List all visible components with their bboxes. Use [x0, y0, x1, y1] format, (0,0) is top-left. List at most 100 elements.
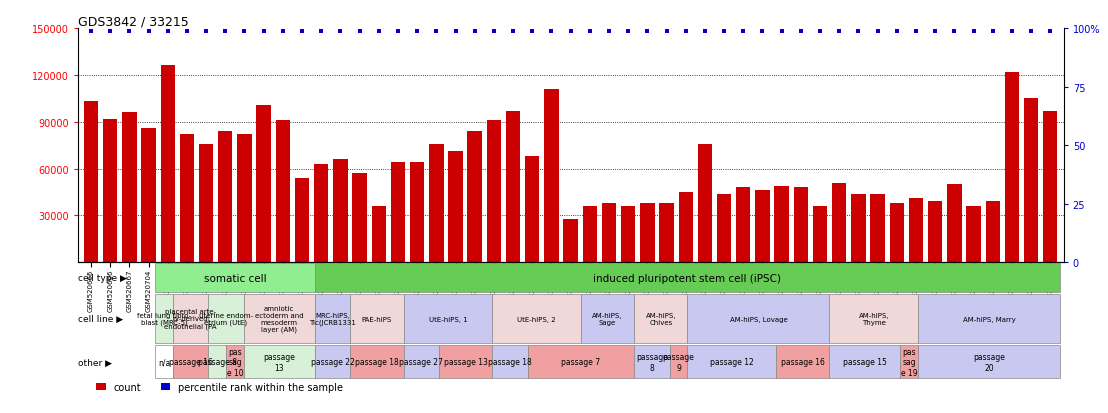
- FancyBboxPatch shape: [527, 346, 634, 379]
- Bar: [813, 206, 828, 263]
- Bar: [564, 219, 577, 263]
- Bar: [486, 121, 501, 263]
- Text: passage
8: passage 8: [636, 352, 668, 372]
- Text: uterine endom-
etrium (UtE): uterine endom- etrium (UtE): [199, 312, 253, 325]
- Text: n/a: n/a: [157, 358, 170, 366]
- Bar: [410, 163, 424, 263]
- FancyBboxPatch shape: [492, 294, 581, 343]
- Bar: [966, 206, 981, 263]
- Bar: [583, 206, 597, 263]
- Text: passage 18: passage 18: [489, 358, 532, 366]
- Bar: [678, 192, 692, 263]
- Text: cell type ▶: cell type ▶: [78, 273, 126, 282]
- FancyBboxPatch shape: [226, 346, 244, 379]
- Text: passage
9: passage 9: [663, 352, 695, 372]
- Text: passage 16: passage 16: [781, 358, 824, 366]
- Bar: [468, 132, 482, 263]
- Bar: [985, 202, 999, 263]
- Text: fetal lung fibro-
blast (MRC-5): fetal lung fibro- blast (MRC-5): [137, 312, 191, 325]
- Bar: [352, 174, 367, 263]
- FancyBboxPatch shape: [403, 346, 439, 379]
- FancyBboxPatch shape: [155, 263, 315, 292]
- Text: PAE-hiPS: PAE-hiPS: [362, 316, 392, 322]
- Text: passage 7: passage 7: [562, 358, 601, 366]
- FancyBboxPatch shape: [830, 294, 919, 343]
- Bar: [334, 160, 348, 263]
- Text: passage 16: passage 16: [168, 358, 213, 366]
- Bar: [179, 135, 194, 263]
- Bar: [1043, 112, 1057, 263]
- Text: passage
20: passage 20: [973, 352, 1005, 372]
- FancyBboxPatch shape: [155, 346, 173, 379]
- FancyBboxPatch shape: [687, 294, 830, 343]
- Bar: [793, 188, 808, 263]
- Bar: [84, 102, 99, 263]
- Text: pas
sag
e 10: pas sag e 10: [227, 347, 244, 377]
- Text: passage
13: passage 13: [264, 352, 295, 372]
- Bar: [314, 164, 328, 263]
- Bar: [161, 66, 175, 263]
- FancyBboxPatch shape: [919, 294, 1060, 343]
- Bar: [429, 144, 443, 263]
- Bar: [276, 121, 290, 263]
- FancyBboxPatch shape: [634, 346, 669, 379]
- Bar: [698, 144, 712, 263]
- Text: GDS3842 / 33215: GDS3842 / 33215: [78, 16, 188, 29]
- Bar: [371, 206, 386, 263]
- FancyBboxPatch shape: [492, 346, 527, 379]
- Text: UtE-hiPS, 2: UtE-hiPS, 2: [517, 316, 556, 322]
- Text: AM-hiPS,
Chives: AM-hiPS, Chives: [646, 312, 676, 325]
- Bar: [659, 204, 674, 263]
- FancyBboxPatch shape: [155, 294, 173, 343]
- Bar: [525, 157, 540, 263]
- FancyBboxPatch shape: [634, 294, 687, 343]
- Text: passage 8: passage 8: [197, 358, 237, 366]
- FancyBboxPatch shape: [208, 294, 244, 343]
- FancyBboxPatch shape: [208, 346, 226, 379]
- FancyBboxPatch shape: [777, 346, 830, 379]
- Bar: [909, 199, 923, 263]
- Bar: [391, 163, 406, 263]
- FancyBboxPatch shape: [919, 346, 1060, 379]
- Legend: count, percentile rank within the sample: count, percentile rank within the sample: [92, 378, 347, 396]
- Bar: [736, 188, 750, 263]
- Bar: [256, 105, 270, 263]
- Bar: [756, 191, 770, 263]
- FancyBboxPatch shape: [669, 346, 687, 379]
- FancyBboxPatch shape: [315, 346, 350, 379]
- Text: UtE-hiPS, 1: UtE-hiPS, 1: [429, 316, 468, 322]
- Text: placental arte-
ry-derived
endothelial (PA: placental arte- ry-derived endothelial (…: [164, 309, 217, 329]
- Text: cell line ▶: cell line ▶: [78, 314, 123, 323]
- Bar: [832, 183, 847, 263]
- FancyBboxPatch shape: [901, 346, 919, 379]
- Bar: [871, 194, 885, 263]
- Bar: [506, 112, 521, 263]
- Text: other ▶: other ▶: [78, 358, 112, 366]
- Text: AM-hiPS,
Sage: AM-hiPS, Sage: [593, 312, 623, 325]
- FancyBboxPatch shape: [173, 346, 208, 379]
- Bar: [602, 204, 616, 263]
- FancyBboxPatch shape: [581, 294, 634, 343]
- Bar: [620, 206, 635, 263]
- FancyBboxPatch shape: [439, 346, 492, 379]
- Text: AM-hiPS, Marry: AM-hiPS, Marry: [963, 316, 1016, 322]
- FancyBboxPatch shape: [315, 294, 350, 343]
- Text: passage 13: passage 13: [443, 358, 488, 366]
- Bar: [1024, 99, 1038, 263]
- FancyBboxPatch shape: [244, 346, 315, 379]
- FancyBboxPatch shape: [244, 294, 315, 343]
- FancyBboxPatch shape: [830, 346, 901, 379]
- Text: AM-hiPS,
Thyme: AM-hiPS, Thyme: [859, 312, 889, 325]
- FancyBboxPatch shape: [350, 294, 403, 343]
- Bar: [237, 135, 252, 263]
- Bar: [1005, 73, 1019, 263]
- Text: induced pluripotent stem cell (iPSC): induced pluripotent stem cell (iPSC): [594, 273, 781, 283]
- Text: pas
sag
e 19: pas sag e 19: [901, 347, 917, 377]
- Bar: [103, 119, 117, 263]
- FancyBboxPatch shape: [315, 263, 1060, 292]
- Bar: [449, 152, 463, 263]
- Bar: [544, 90, 558, 263]
- Bar: [947, 185, 962, 263]
- FancyBboxPatch shape: [687, 346, 777, 379]
- Text: passage 27: passage 27: [399, 358, 443, 366]
